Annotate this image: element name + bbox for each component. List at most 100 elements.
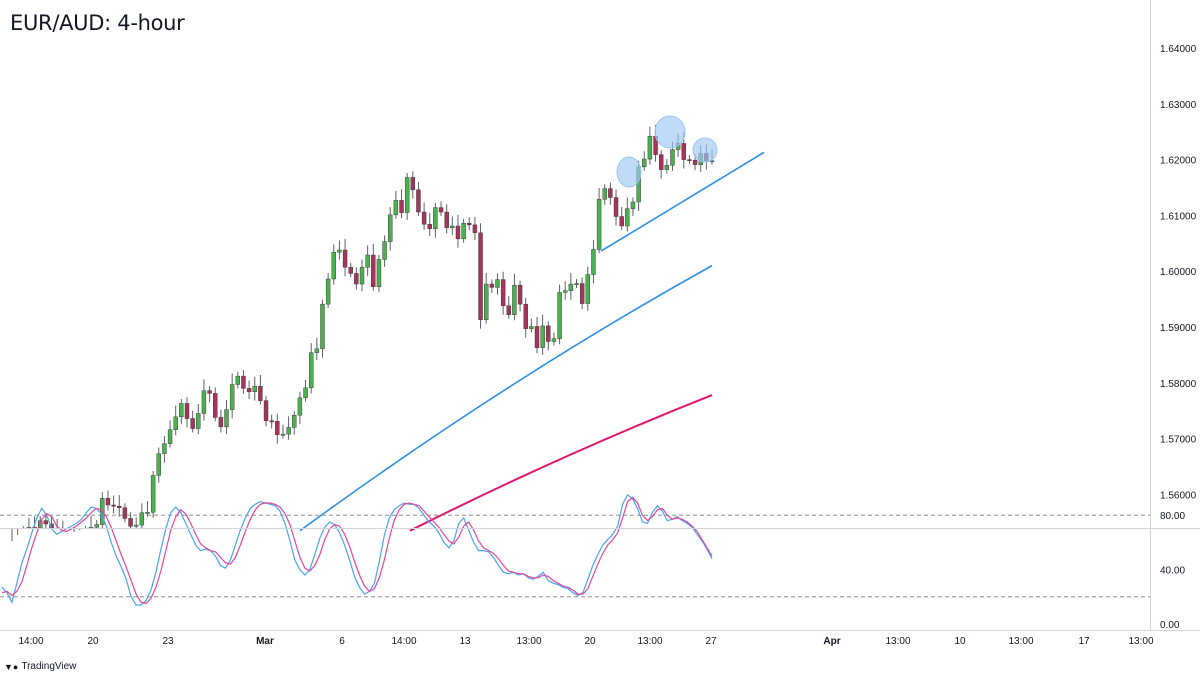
price-tick-label[interactable]: 1.59000 (1160, 323, 1197, 334)
candle[interactable] (410, 171, 416, 199)
candle[interactable] (145, 501, 150, 517)
time-tick-label[interactable]: 13:00 (516, 636, 541, 647)
candle[interactable] (438, 201, 444, 216)
stochastic-tick-label[interactable]: 80.00 (1160, 511, 1185, 522)
candle[interactable] (467, 217, 472, 231)
candle[interactable] (608, 182, 613, 205)
candle[interactable] (43, 514, 49, 528)
candle[interactable] (568, 272, 574, 300)
candle[interactable] (303, 380, 308, 402)
candle[interactable] (297, 391, 303, 425)
candle[interactable] (585, 266, 591, 311)
candle[interactable] (269, 414, 274, 429)
candle[interactable] (354, 267, 359, 290)
candle[interactable] (359, 259, 365, 292)
candle[interactable] (229, 373, 235, 419)
candle[interactable] (596, 188, 602, 254)
candle[interactable] (579, 277, 585, 310)
candle[interactable] (489, 279, 495, 293)
candle[interactable] (433, 203, 438, 238)
candle[interactable] (444, 204, 449, 234)
candle[interactable] (427, 213, 432, 237)
candle[interactable] (258, 374, 263, 405)
time-tick-label[interactable]: 13 (459, 636, 471, 647)
candle[interactable] (320, 299, 325, 358)
candle[interactable] (337, 240, 342, 260)
candle[interactable] (613, 189, 619, 226)
candle[interactable] (342, 238, 348, 277)
price-axis[interactable]: 1.64000 1.63000 1.62000 1.61000 1.60000 1.590… (1160, 44, 1197, 501)
price-tick-label[interactable]: 1.61000 (1160, 211, 1197, 222)
candle[interactable] (664, 159, 670, 174)
candle[interactable] (371, 243, 376, 291)
price-tick-label[interactable]: 1.57000 (1160, 435, 1197, 446)
candle[interactable] (122, 503, 128, 523)
candle[interactable] (173, 405, 178, 436)
candle[interactable] (26, 517, 32, 529)
candle[interactable] (117, 494, 122, 517)
candle[interactable] (246, 380, 252, 399)
time-axis[interactable]: 14:00 20 23 Mar 6 14:00 13 13:00 20 13:00 27 Apr 13:… (18, 636, 1153, 647)
price-tick-label[interactable]: 1.64000 (1160, 44, 1197, 55)
time-tick-label[interactable]: 20 (584, 636, 596, 647)
candle[interactable] (382, 235, 387, 267)
stochastic-axis[interactable]: 80.00 40.00 0.00 (1160, 511, 1185, 631)
price-tick-label[interactable]: 1.63000 (1160, 100, 1197, 111)
candle[interactable] (32, 516, 37, 529)
candle[interactable] (393, 190, 399, 219)
price-tick-label[interactable]: 1.56000 (1160, 490, 1197, 501)
time-tick-label[interactable]: 20 (87, 636, 99, 647)
candle[interactable] (574, 279, 579, 288)
candle[interactable] (388, 207, 393, 251)
time-tick-label[interactable]: Apr (823, 636, 840, 647)
candle[interactable] (308, 343, 314, 394)
candle[interactable] (591, 239, 596, 284)
candle[interactable] (167, 420, 173, 448)
candle[interactable] (500, 271, 506, 315)
stochastic-tick-label[interactable]: 40.00 (1160, 566, 1185, 577)
time-tick-label[interactable]: 17 (1078, 636, 1090, 647)
time-tick-label[interactable]: 14:00 (18, 636, 43, 647)
candle[interactable] (523, 297, 528, 338)
candle[interactable] (642, 151, 647, 171)
candle[interactable] (450, 216, 455, 235)
candle[interactable] (314, 337, 320, 360)
candlestick-series[interactable] (11, 125, 715, 542)
candle[interactable] (399, 189, 404, 219)
candle[interactable] (687, 155, 692, 165)
candle[interactable] (128, 512, 133, 528)
candle[interactable] (252, 376, 257, 401)
candle[interactable] (625, 197, 630, 232)
brand-logo[interactable]: ▼● TradingView (4, 661, 76, 672)
candle[interactable] (156, 447, 161, 483)
candle[interactable] (280, 424, 286, 439)
stochastic-tick-label[interactable]: 0.00 (1160, 620, 1180, 631)
candle[interactable] (94, 520, 99, 528)
candle[interactable] (404, 172, 410, 220)
candle[interactable] (483, 272, 489, 324)
candle[interactable] (207, 386, 212, 403)
candle[interactable] (179, 398, 184, 425)
candle[interactable] (495, 273, 500, 295)
candle[interactable] (517, 280, 523, 312)
candle[interactable] (235, 371, 241, 389)
candle[interactable] (88, 516, 94, 529)
candle[interactable] (506, 296, 511, 319)
candle[interactable] (325, 272, 331, 309)
candle[interactable] (139, 503, 145, 528)
candle[interactable] (133, 517, 139, 528)
candle[interactable] (348, 262, 353, 278)
time-tick-label[interactable]: 13:00 (1008, 636, 1033, 647)
candle[interactable] (190, 410, 195, 433)
candle[interactable] (224, 400, 229, 435)
candle[interactable] (196, 404, 201, 435)
candle[interactable] (602, 184, 607, 205)
candle[interactable] (201, 379, 207, 421)
candle[interactable] (529, 318, 534, 333)
candle[interactable] (647, 126, 653, 165)
candle[interactable] (478, 223, 483, 329)
candle[interactable] (630, 197, 636, 216)
time-tick-label[interactable]: Mar (256, 636, 274, 647)
price-tick-label[interactable]: 1.62000 (1160, 156, 1197, 167)
